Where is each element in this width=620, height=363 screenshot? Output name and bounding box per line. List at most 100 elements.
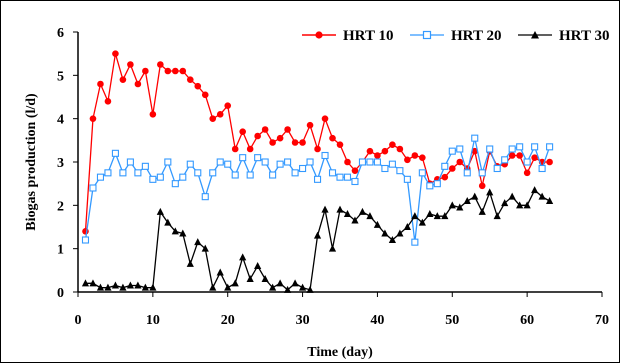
data-point-hrt20	[411, 238, 419, 246]
series-layer	[81, 50, 554, 293]
y-axis-title: Biogas production (l/d)	[24, 93, 39, 231]
x-tick-label: 40	[370, 313, 384, 328]
data-point-hrt20	[291, 169, 299, 177]
data-point-hrt20	[531, 143, 539, 151]
data-point-hrt10	[186, 76, 194, 83]
data-point-hrt30	[134, 281, 142, 289]
data-point-hrt20	[276, 160, 284, 168]
data-point-hrt20	[478, 169, 486, 177]
data-point-hrt20	[201, 193, 209, 201]
data-point-hrt30	[291, 279, 299, 287]
data-point-hrt20	[126, 158, 134, 166]
data-point-hrt30	[164, 218, 172, 226]
data-point-hrt20	[493, 164, 501, 173]
x-tick-label: 60	[520, 313, 534, 328]
data-point-hrt20	[209, 169, 217, 177]
y-tick-label: 1	[57, 243, 64, 258]
data-point-hrt30	[201, 244, 209, 252]
x-tick-label: 0	[75, 313, 82, 328]
data-point-hrt30	[171, 227, 179, 235]
data-point-hrt10	[224, 102, 232, 109]
data-point-hrt30	[426, 210, 434, 217]
data-point-hrt10	[82, 228, 89, 235]
data-point-hrt10	[471, 147, 479, 155]
data-point-hrt10	[381, 147, 389, 155]
data-point-hrt10	[448, 165, 456, 172]
data-point-hrt10	[209, 115, 217, 122]
legend-marker-hrt10	[315, 31, 323, 39]
data-point-hrt10	[89, 115, 97, 122]
data-point-hrt20	[269, 171, 277, 179]
data-point-hrt30	[246, 275, 254, 282]
data-point-hrt10	[396, 145, 404, 153]
legend-marker-hrt30	[531, 31, 539, 39]
x-axis-title: Time (day)	[307, 345, 373, 360]
data-point-hrt20	[388, 160, 396, 168]
data-point-hrt20	[239, 154, 247, 162]
x-tick-label: 10	[146, 313, 160, 328]
data-point-hrt30	[531, 186, 539, 194]
data-point-hrt20	[538, 164, 546, 173]
data-point-hrt10	[321, 115, 329, 122]
data-point-hrt20	[448, 147, 456, 155]
y-tick-label: 5	[57, 69, 64, 84]
data-point-hrt20	[81, 236, 90, 244]
data-point-hrt20	[186, 160, 194, 168]
y-tick-label: 6	[57, 26, 64, 41]
data-point-hrt20	[508, 145, 516, 153]
data-point-hrt10	[149, 111, 157, 118]
data-point-hrt20	[141, 162, 149, 170]
data-point-hrt10	[246, 145, 254, 153]
data-point-hrt20	[104, 169, 112, 177]
data-point-hrt20	[134, 169, 142, 177]
data-point-hrt10	[523, 169, 531, 177]
data-point-hrt30	[508, 192, 516, 200]
data-point-hrt10	[239, 128, 246, 135]
data-point-hrt20	[343, 173, 352, 181]
x-axis-ticks: 0 10 20 30 40 50 60 70	[75, 292, 609, 328]
data-point-hrt20	[194, 169, 202, 177]
data-point-hrt10	[119, 76, 127, 83]
y-tick-label: 4	[57, 113, 64, 128]
data-point-hrt20	[254, 154, 262, 162]
data-point-hrt20	[89, 184, 97, 192]
data-point-hrt10	[411, 152, 419, 159]
data-point-hrt30	[194, 238, 202, 246]
data-point-hrt30	[126, 281, 134, 289]
data-point-hrt20	[471, 134, 479, 142]
data-point-hrt20	[486, 145, 494, 153]
data-point-hrt30	[396, 229, 404, 237]
data-point-hrt30	[141, 283, 149, 291]
data-point-hrt30	[111, 281, 120, 289]
data-point-hrt30	[366, 212, 374, 220]
data-point-hrt10	[299, 139, 306, 146]
data-point-hrt20	[433, 180, 441, 188]
data-point-hrt20	[156, 173, 164, 181]
legend-label-hrt10: HRT 10	[343, 28, 393, 44]
data-point-hrt10	[531, 154, 538, 161]
data-point-hrt10	[546, 158, 553, 166]
data-point-hrt20	[96, 173, 105, 181]
data-point-hrt20	[516, 143, 524, 151]
data-point-hrt10	[351, 167, 359, 174]
data-point-hrt10	[456, 158, 464, 166]
data-point-hrt30	[179, 229, 187, 237]
data-point-hrt20	[381, 164, 389, 173]
legend-label-hrt20: HRT 20	[451, 28, 501, 44]
data-point-hrt20	[523, 158, 531, 166]
data-point-hrt30	[418, 218, 426, 226]
data-point-hrt10	[127, 61, 134, 68]
data-point-hrt10	[157, 61, 164, 68]
data-point-hrt30	[81, 279, 90, 287]
data-point-hrt20	[426, 182, 434, 190]
data-point-hrt20	[463, 169, 471, 177]
data-point-hrt20	[366, 158, 374, 166]
data-point-hrt30	[254, 262, 262, 269]
data-point-hrt10	[291, 139, 299, 146]
data-point-hrt10	[179, 67, 187, 75]
data-point-hrt30	[463, 197, 471, 204]
data-point-hrt30	[403, 223, 411, 230]
data-point-hrt30	[501, 199, 509, 207]
y-tick-label: 3	[57, 156, 64, 171]
data-point-hrt20	[403, 175, 411, 183]
